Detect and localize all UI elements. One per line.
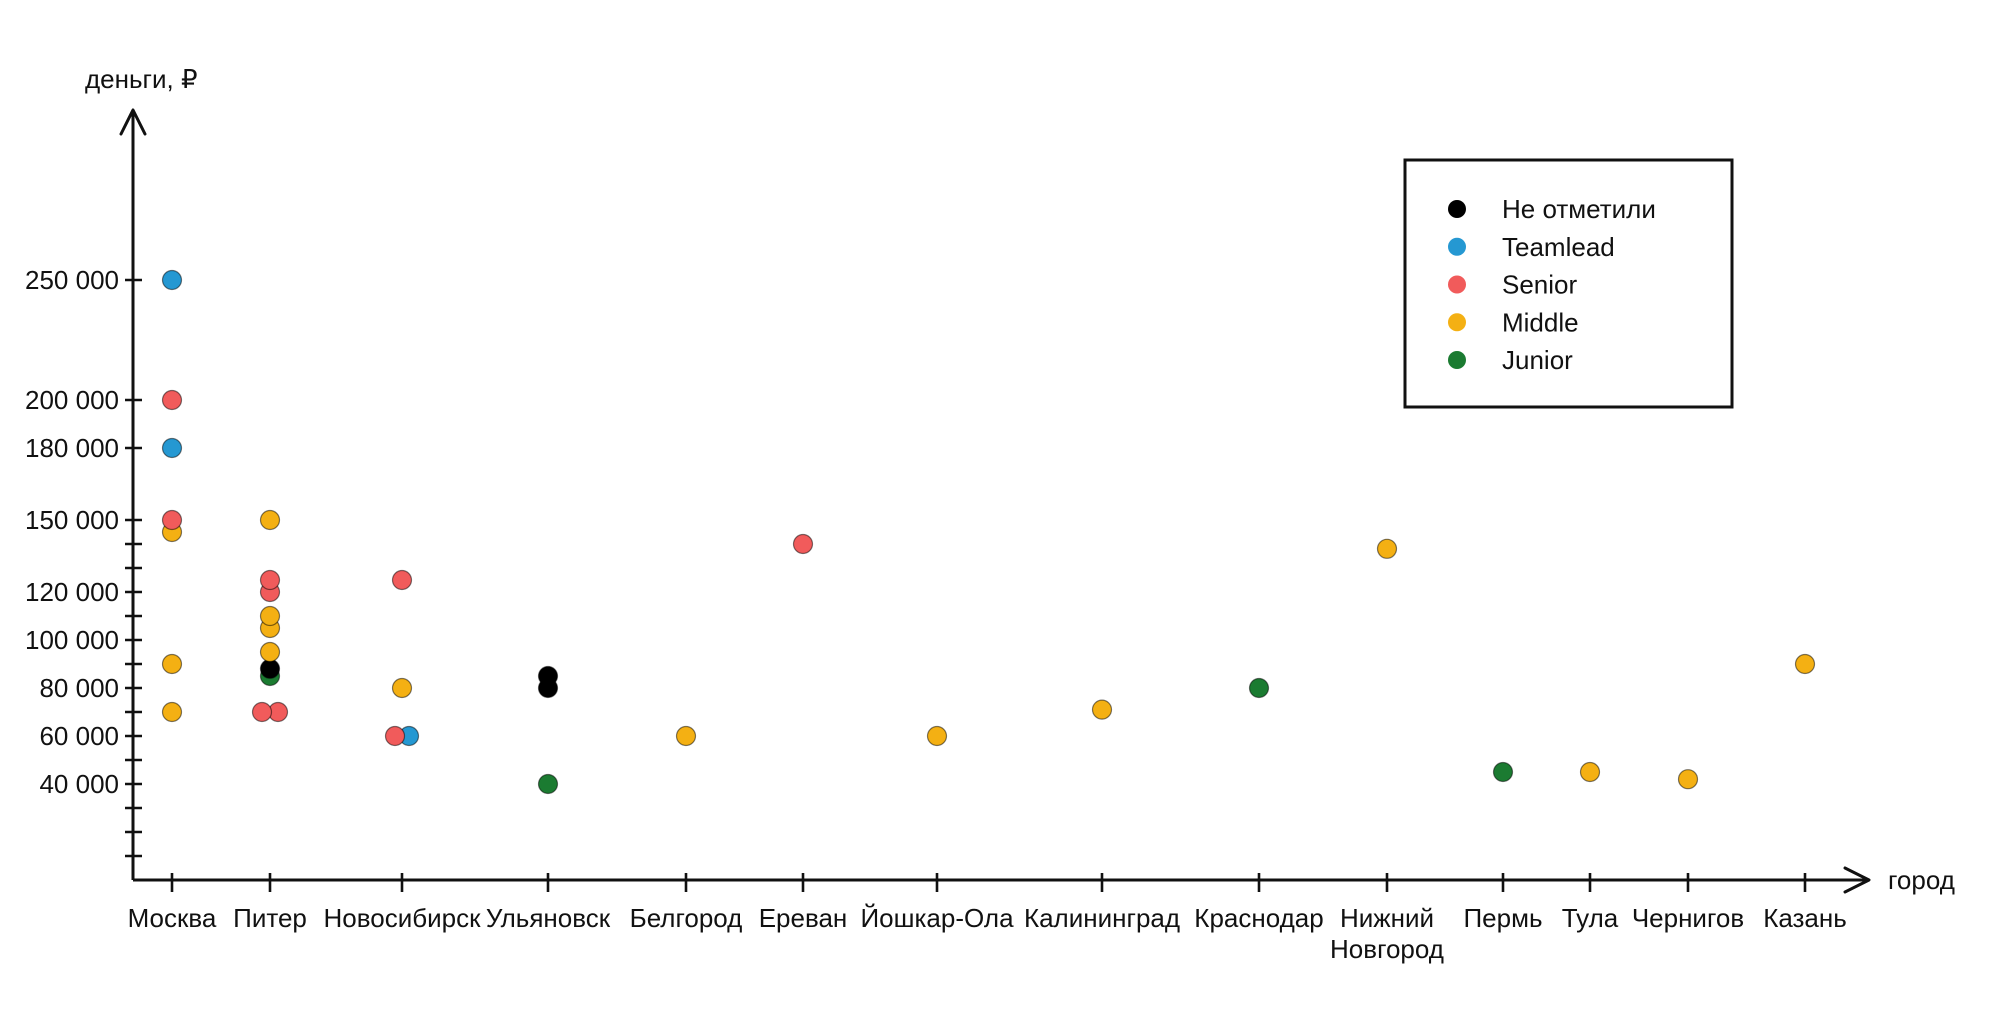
legend-swatch-icon xyxy=(1448,200,1466,218)
legend-swatch-icon xyxy=(1448,237,1466,256)
data-point xyxy=(675,725,697,747)
y-tick-label: 60 000 xyxy=(39,721,119,751)
data-point xyxy=(259,605,281,627)
legend-item-label: Middle xyxy=(1502,307,1579,337)
data-point xyxy=(161,437,183,459)
legend-item: Не отметили xyxy=(1448,194,1656,224)
x-tick-label: Казань xyxy=(1763,903,1847,933)
x-tick-label: Тула xyxy=(1562,903,1619,933)
legend-item: Middle xyxy=(1448,307,1579,337)
legend-item-label: Teamlead xyxy=(1502,232,1615,262)
x-axis-title: город xyxy=(1888,865,1955,895)
x-tick-label: Калининград xyxy=(1024,903,1180,933)
data-point xyxy=(1376,538,1398,559)
x-tick-label: Москва xyxy=(128,903,217,933)
x-axis-ticks: Москва Питер Новосибирск Ульяновск Белгород Е… xyxy=(128,873,1847,964)
data-points xyxy=(161,269,1816,795)
x-tick-label: Нижний xyxy=(1340,903,1434,933)
data-point xyxy=(792,533,814,555)
legend-item-label: Не отметили xyxy=(1502,194,1656,224)
legend-swatch-icon xyxy=(1448,351,1466,369)
y-tick-label: 150 000 xyxy=(25,505,119,535)
data-point xyxy=(259,569,281,591)
legend-item-label: Senior xyxy=(1502,270,1577,300)
x-tick-label: Пермь xyxy=(1463,903,1542,933)
data-point xyxy=(1794,653,1816,675)
legend-item: Junior xyxy=(1448,345,1573,375)
x-tick-label: Белгород xyxy=(630,903,743,933)
data-point xyxy=(251,701,273,723)
x-tick-label: Ереван xyxy=(759,903,848,933)
x-tick-label: Йошкар-Ола xyxy=(860,903,1014,933)
x-tick-label: Чернигов xyxy=(1632,903,1744,933)
data-point xyxy=(391,569,413,591)
data-point xyxy=(537,665,559,687)
x-axis-arrow-icon xyxy=(1843,866,1871,894)
y-tick-label: 40 000 xyxy=(39,769,119,799)
data-point xyxy=(161,269,183,291)
legend-item: Teamlead xyxy=(1448,232,1615,262)
data-point xyxy=(391,677,413,699)
data-point xyxy=(161,701,183,723)
data-point xyxy=(259,658,281,679)
y-tick-label: 180 000 xyxy=(25,433,119,463)
y-axis-title: деньги, ₽ xyxy=(85,64,198,94)
y-tick-label: 100 000 xyxy=(25,625,119,655)
data-point xyxy=(1091,699,1113,720)
legend-item-label: Junior xyxy=(1502,345,1573,375)
y-axis-ticks: 250 000 200 000 180 000 150 000 120 000 100 0… xyxy=(25,265,142,858)
data-point xyxy=(1492,761,1514,783)
y-tick-label: 120 000 xyxy=(25,577,119,607)
data-point xyxy=(161,389,183,411)
y-tick-label: 200 000 xyxy=(25,385,119,415)
x-tick-label: Ульяновск xyxy=(486,903,611,933)
legend: Не отметили Teamlead Senior Middle Junior xyxy=(1403,158,1734,409)
y-axis-arrow-icon xyxy=(119,108,147,136)
y-tick-label: 250 000 xyxy=(25,265,119,295)
data-point xyxy=(1248,677,1270,699)
data-point xyxy=(384,725,406,747)
data-point xyxy=(161,509,183,531)
data-point xyxy=(161,653,183,675)
x-tick-label: Питер xyxy=(233,903,307,933)
data-point xyxy=(1677,769,1699,790)
legend-item: Senior xyxy=(1448,270,1577,300)
x-tick-label: Новосибирск xyxy=(324,903,482,933)
data-point xyxy=(926,725,948,747)
y-tick-label: 80 000 xyxy=(39,673,119,703)
axes xyxy=(119,108,1871,894)
x-tick-label: Краснодар xyxy=(1194,903,1323,933)
data-point xyxy=(259,509,281,531)
data-point xyxy=(259,641,281,663)
x-tick-label: Новгород xyxy=(1330,934,1444,964)
legend-swatch-icon xyxy=(1448,313,1466,332)
data-point xyxy=(537,773,559,795)
data-point xyxy=(1579,761,1601,783)
legend-swatch-icon xyxy=(1448,275,1466,294)
legend-items: Не отметили Teamlead Senior Middle Junior xyxy=(1448,194,1656,375)
